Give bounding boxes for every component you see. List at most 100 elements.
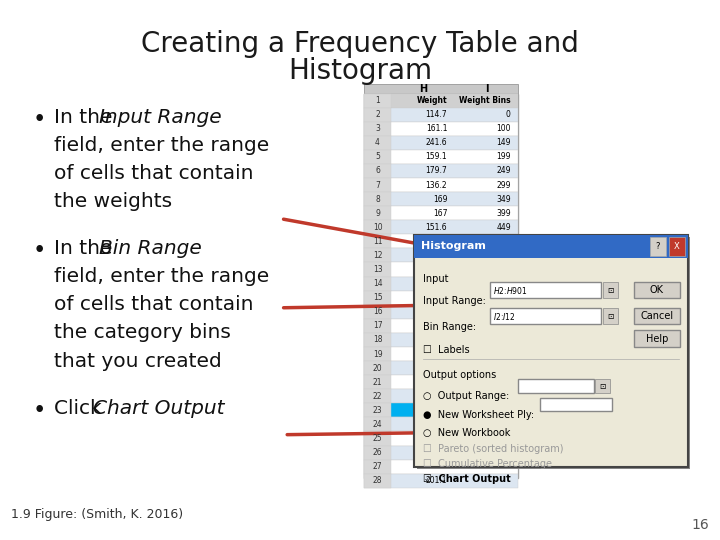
Bar bbox=[364, 136, 392, 150]
Text: 4: 4 bbox=[375, 138, 380, 147]
Text: 149: 149 bbox=[496, 138, 510, 147]
Text: 23: 23 bbox=[373, 406, 382, 415]
Text: 7: 7 bbox=[375, 180, 380, 190]
Text: 18: 18 bbox=[373, 335, 382, 345]
Text: 188.3: 188.3 bbox=[426, 265, 447, 274]
Bar bbox=[364, 361, 392, 375]
Text: Bin Range:: Bin Range: bbox=[423, 322, 476, 333]
Text: ●  New Worksheet Ply:: ● New Worksheet Ply: bbox=[423, 410, 534, 420]
Text: 1: 1 bbox=[375, 96, 380, 105]
Text: 26: 26 bbox=[373, 448, 382, 457]
Bar bbox=[364, 136, 518, 150]
Bar bbox=[364, 93, 518, 107]
Text: Input: Input bbox=[423, 274, 448, 284]
Text: ○  New Workbook: ○ New Workbook bbox=[423, 428, 510, 438]
Text: Creating a Frequency Table and: Creating a Frequency Table and bbox=[141, 30, 579, 58]
Text: ⊡: ⊡ bbox=[600, 382, 606, 390]
Text: Chart Output: Chart Output bbox=[93, 399, 225, 417]
Text: 1.9 Figure: (Smith, K. 2016): 1.9 Figure: (Smith, K. 2016) bbox=[11, 508, 183, 521]
Text: 19: 19 bbox=[373, 349, 382, 359]
Text: 169.8: 169.8 bbox=[426, 251, 447, 260]
Text: 205.7: 205.7 bbox=[426, 279, 447, 288]
Bar bbox=[364, 206, 518, 220]
Text: 167: 167 bbox=[433, 209, 447, 218]
Text: 136.2: 136.2 bbox=[426, 180, 447, 190]
Text: 249: 249 bbox=[496, 166, 510, 176]
Bar bbox=[364, 431, 392, 446]
Bar bbox=[518, 379, 594, 393]
Text: OK: OK bbox=[650, 285, 664, 295]
Bar bbox=[603, 282, 618, 298]
Text: ☐  Pareto (sorted histogram): ☐ Pareto (sorted histogram) bbox=[423, 444, 563, 454]
Text: of cells that contain: of cells that contain bbox=[54, 164, 253, 183]
Text: 221.1: 221.1 bbox=[426, 293, 447, 302]
Bar bbox=[364, 333, 518, 347]
Bar bbox=[364, 107, 392, 122]
Bar bbox=[364, 389, 392, 403]
Text: Input Range:: Input Range: bbox=[423, 296, 485, 307]
Text: 3: 3 bbox=[375, 124, 380, 133]
Bar bbox=[364, 305, 518, 319]
Bar bbox=[364, 305, 392, 319]
Text: 241.6: 241.6 bbox=[426, 138, 447, 147]
Text: 449: 449 bbox=[496, 223, 510, 232]
Text: field, enter the range: field, enter the range bbox=[54, 267, 269, 286]
Bar bbox=[364, 474, 392, 488]
Text: 10: 10 bbox=[373, 223, 382, 232]
Text: 2: 2 bbox=[375, 110, 380, 119]
Bar bbox=[364, 403, 518, 417]
Bar bbox=[364, 84, 518, 93]
Bar bbox=[364, 319, 518, 333]
Text: 100: 100 bbox=[496, 124, 510, 133]
Bar bbox=[364, 164, 392, 178]
Text: ○  Output Range:: ○ Output Range: bbox=[423, 391, 509, 401]
Text: 161.1: 161.1 bbox=[426, 124, 447, 133]
Text: 328: 328 bbox=[433, 406, 447, 415]
Bar bbox=[364, 192, 392, 206]
Text: 24: 24 bbox=[373, 420, 382, 429]
Bar bbox=[634, 330, 680, 347]
Bar bbox=[540, 398, 612, 411]
Text: 133.1: 133.1 bbox=[426, 420, 447, 429]
Text: field, enter the range: field, enter the range bbox=[54, 136, 269, 155]
Text: 399: 399 bbox=[496, 209, 510, 218]
Text: $I$2:$I$12: $I$2:$I$12 bbox=[493, 311, 516, 322]
Bar bbox=[364, 164, 518, 178]
Bar bbox=[414, 235, 688, 467]
Bar bbox=[364, 403, 392, 417]
Text: Cancel: Cancel bbox=[640, 311, 674, 321]
Text: that you created: that you created bbox=[54, 352, 222, 370]
Text: I: I bbox=[485, 84, 488, 93]
Text: X: X bbox=[674, 242, 680, 251]
Bar bbox=[490, 308, 601, 324]
Text: In the: In the bbox=[54, 108, 119, 127]
Text: Bin Range: Bin Range bbox=[99, 239, 202, 258]
Text: 382.4: 382.4 bbox=[426, 307, 447, 316]
Bar bbox=[364, 150, 518, 164]
Bar bbox=[669, 237, 685, 256]
Bar bbox=[364, 389, 518, 403]
Text: ⊡: ⊡ bbox=[608, 286, 613, 295]
Bar bbox=[364, 248, 392, 262]
Bar bbox=[417, 237, 690, 469]
Bar bbox=[364, 192, 518, 206]
Text: 151.6: 151.6 bbox=[426, 223, 447, 232]
Bar bbox=[364, 107, 518, 122]
Text: Histogram: Histogram bbox=[288, 57, 432, 85]
Text: 27: 27 bbox=[373, 462, 382, 471]
Bar bbox=[364, 347, 518, 361]
Bar bbox=[364, 276, 518, 291]
Bar bbox=[364, 93, 392, 107]
Text: 16: 16 bbox=[373, 307, 382, 316]
Bar bbox=[364, 333, 392, 347]
Bar bbox=[364, 262, 518, 276]
Text: 22: 22 bbox=[373, 392, 382, 401]
Text: 172.5: 172.5 bbox=[426, 462, 447, 471]
Bar bbox=[364, 206, 392, 220]
Bar bbox=[364, 291, 392, 305]
Bar bbox=[364, 347, 392, 361]
Bar bbox=[364, 262, 392, 276]
Text: 179.7: 179.7 bbox=[426, 166, 447, 176]
Text: In the: In the bbox=[54, 239, 119, 258]
Bar bbox=[634, 308, 680, 324]
